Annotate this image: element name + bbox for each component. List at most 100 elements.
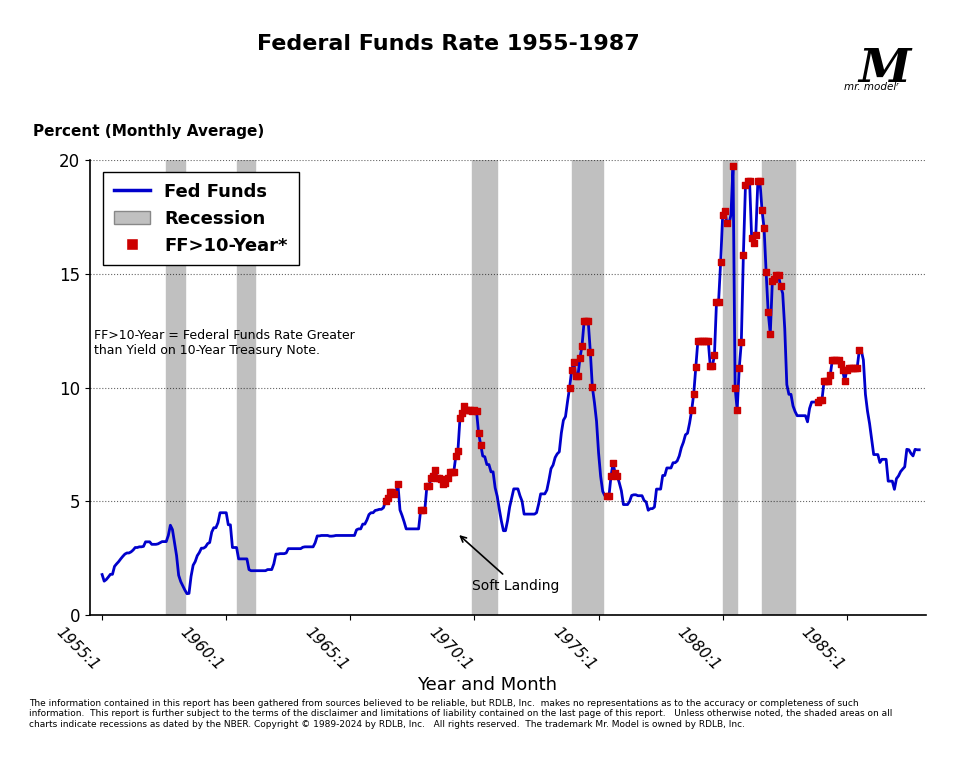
Point <box>425 470 441 482</box>
Point <box>382 486 398 498</box>
Bar <box>166 160 185 615</box>
Point <box>696 335 712 347</box>
Point <box>469 405 485 417</box>
Point <box>686 388 702 400</box>
Point <box>582 345 598 358</box>
Point <box>465 405 481 417</box>
Point <box>434 472 449 484</box>
Point <box>444 466 459 478</box>
Point <box>599 490 614 503</box>
Point <box>570 371 586 383</box>
Point <box>377 495 393 507</box>
Point <box>762 328 778 340</box>
Point <box>702 361 718 373</box>
Point <box>700 335 716 347</box>
Point <box>812 393 828 406</box>
Bar <box>722 160 737 615</box>
Point <box>823 369 838 381</box>
Point <box>578 316 594 328</box>
Text: FF>10-Year = Federal Funds Rate Greater
than Yield on 10-Year Treasury Note.: FF>10-Year = Federal Funds Rate Greater … <box>94 329 355 357</box>
Point <box>585 381 601 393</box>
Point <box>380 492 396 504</box>
Point <box>440 472 455 484</box>
Point <box>436 478 451 490</box>
Point <box>568 370 584 382</box>
Point <box>845 362 861 374</box>
Point <box>446 466 461 478</box>
Point <box>460 404 476 416</box>
Point <box>423 472 439 484</box>
Point <box>698 335 714 347</box>
Point <box>429 472 445 484</box>
Point <box>467 404 483 416</box>
Point <box>727 381 743 393</box>
Point <box>746 237 761 249</box>
Point <box>707 349 722 361</box>
Point <box>694 335 710 347</box>
Point <box>602 490 617 503</box>
Point <box>760 306 776 319</box>
Legend: Fed Funds, Recession, FF>10-Year*: Fed Funds, Recession, FF>10-Year* <box>103 172 298 265</box>
Point <box>605 457 621 469</box>
Text: Soft Landing: Soft Landing <box>460 536 560 593</box>
Point <box>764 275 780 287</box>
Point <box>572 352 588 364</box>
Point <box>711 296 726 308</box>
Point <box>427 464 443 476</box>
Point <box>742 175 758 187</box>
Point <box>458 404 474 416</box>
Point <box>768 270 784 282</box>
Point <box>841 362 857 374</box>
Bar <box>473 160 497 615</box>
Point <box>419 481 435 493</box>
Point <box>829 354 844 366</box>
Point <box>717 205 732 217</box>
Point <box>562 381 577 393</box>
Point <box>827 354 842 366</box>
Point <box>386 487 402 500</box>
Point <box>580 316 596 328</box>
Point <box>833 358 848 370</box>
Point <box>835 364 850 377</box>
Point <box>816 375 832 387</box>
Point <box>738 180 754 192</box>
Point <box>384 486 400 498</box>
Point <box>454 407 470 419</box>
Point <box>731 362 747 374</box>
Point <box>843 362 859 374</box>
Point <box>715 209 730 221</box>
Point <box>847 362 863 374</box>
Point <box>814 393 830 406</box>
Bar <box>237 160 255 615</box>
Point <box>412 504 428 516</box>
Point <box>752 175 767 187</box>
Point <box>748 229 763 241</box>
Point <box>820 375 836 387</box>
Text: M: M <box>858 46 911 92</box>
Point <box>450 445 466 457</box>
Point <box>442 466 457 478</box>
Point <box>750 175 765 187</box>
Point <box>735 248 751 261</box>
Point <box>421 481 437 493</box>
Point <box>759 266 774 278</box>
Point <box>688 361 704 374</box>
Text: Percent (Monthly Average): Percent (Monthly Average) <box>33 124 264 139</box>
Point <box>456 400 472 413</box>
Point <box>755 204 770 216</box>
Point <box>837 375 852 387</box>
Point <box>452 412 468 424</box>
Point <box>705 361 721 373</box>
Point <box>607 467 623 479</box>
Point <box>564 364 579 376</box>
Text: The information contained in this report has been gathered from sources believed: The information contained in this report… <box>29 699 893 729</box>
Text: Federal Funds Rate 1955-1987: Federal Funds Rate 1955-1987 <box>257 34 640 54</box>
Point <box>818 375 834 387</box>
Point <box>566 356 581 368</box>
Point <box>719 217 734 229</box>
Point <box>825 354 840 366</box>
Point <box>448 450 464 462</box>
Point <box>462 404 478 416</box>
Point <box>744 232 760 244</box>
Point <box>709 296 724 308</box>
